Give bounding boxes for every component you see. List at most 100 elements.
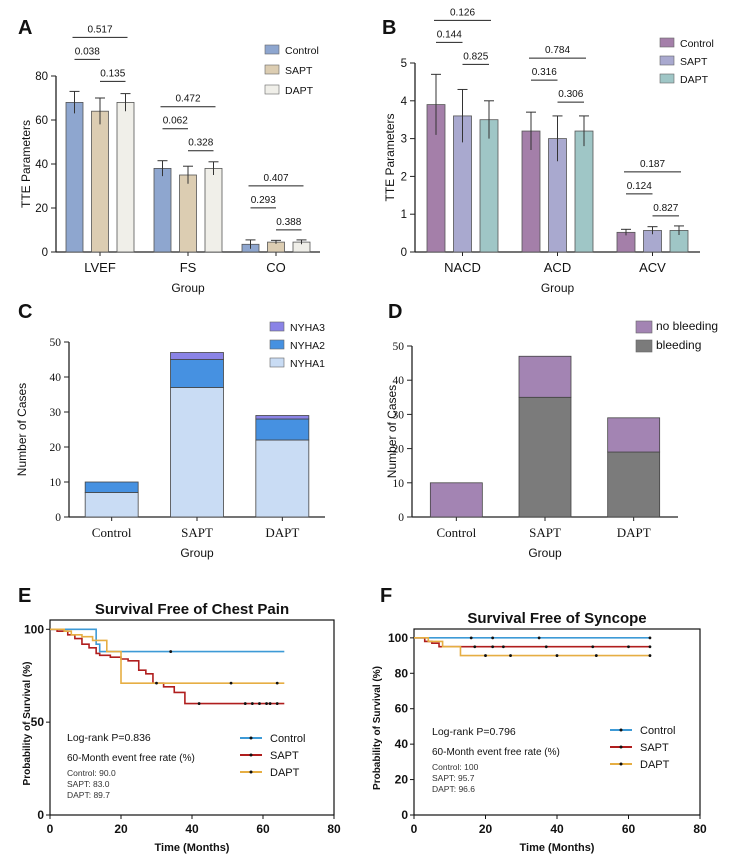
censor-mark xyxy=(265,702,268,705)
censor-mark xyxy=(594,654,598,657)
legend: no bleeding bleeding xyxy=(635,319,718,353)
bar-sapt xyxy=(91,110,109,253)
km-line-dapt xyxy=(50,628,285,684)
legend-swatch xyxy=(635,320,653,334)
legend-marker xyxy=(619,745,623,749)
censor-mark xyxy=(169,650,173,653)
legend-label: NYHA3 xyxy=(290,322,325,334)
legend: Control SAPT DAPT xyxy=(264,44,319,97)
p-value-label: 0.187 xyxy=(640,159,665,170)
bar-control xyxy=(65,102,84,253)
p-value-label: 0.062 xyxy=(163,116,188,127)
y-axis-title: Number of Cases xyxy=(385,385,399,478)
x-tick-label: 80 xyxy=(693,822,707,836)
y-tick-label: 0 xyxy=(55,512,61,524)
y-tick-label: 80 xyxy=(35,71,48,83)
legend-marker xyxy=(619,762,623,766)
y-tick-label: 0 xyxy=(398,512,404,524)
log-rank-label: Log-rank P=0.796 xyxy=(432,726,516,738)
p-value-label: 0.388 xyxy=(276,217,301,228)
p-value-label: 0.472 xyxy=(175,94,200,105)
y-tick-label: 0 xyxy=(401,808,408,822)
x-tick-label: ACV xyxy=(639,260,666,275)
x-tick-label: 0 xyxy=(411,822,418,836)
y-tick-label: 30 xyxy=(393,409,405,421)
y-tick-label: 30 xyxy=(50,407,62,419)
censor-mark xyxy=(491,636,495,640)
legend-swatch xyxy=(659,55,675,66)
censor-mark xyxy=(544,645,548,649)
p-value-label: 0.124 xyxy=(627,181,652,192)
p-value-label: 0.825 xyxy=(463,51,488,62)
censor-mark xyxy=(627,645,630,649)
event-rate-value: SAPT: 95.7 xyxy=(432,773,475,783)
y-tick-label: 10 xyxy=(50,477,62,489)
y-tick-label: 80 xyxy=(395,666,409,680)
bar-nyha3 xyxy=(255,415,310,420)
bar-no-bleeding xyxy=(518,355,572,398)
legend-label: SAPT xyxy=(270,750,299,762)
legend: NYHA3 NYHA2 NYHA1 xyxy=(269,321,325,370)
y-tick-label: 50 xyxy=(31,715,45,729)
event-rate-value: DAPT: 89.7 xyxy=(67,790,110,800)
censor-mark xyxy=(509,654,512,657)
bar-control xyxy=(153,167,172,253)
p-value-label: 0.126 xyxy=(450,7,475,18)
censor-mark xyxy=(275,702,279,705)
legend-label: DAPT xyxy=(270,767,300,779)
y-tick-label: 0 xyxy=(37,808,44,822)
x-axis-title: Group xyxy=(171,281,205,295)
p-value-label: 0.407 xyxy=(263,173,288,184)
bar-nyha2 xyxy=(255,418,310,441)
legend-marker xyxy=(249,770,253,774)
p-value-label: 0.135 xyxy=(100,68,125,79)
bar-nyha2 xyxy=(170,359,224,388)
event-rate-title: 60-Month event free rate (%) xyxy=(432,747,560,758)
legend-marker xyxy=(249,736,253,740)
legend-swatch xyxy=(635,339,653,353)
bar-nyha3 xyxy=(170,352,224,360)
y-tick-label: 60 xyxy=(35,115,48,127)
p-value-label: 0.517 xyxy=(87,24,112,35)
x-tick-label: DAPT xyxy=(265,525,299,540)
chart-title: Survival Free of Syncope xyxy=(467,610,646,627)
bar-nyha1 xyxy=(84,492,139,518)
chart-title: Survival Free of Chest Pain xyxy=(95,601,289,618)
x-tick-label: NACD xyxy=(444,260,481,275)
legend-label: Control xyxy=(270,733,305,745)
censor-mark xyxy=(491,645,495,649)
panel-D: D 0 10 20 30 40 50 Control SAPT DAPT Group Number o… xyxy=(385,301,718,560)
p-value-label: 0.293 xyxy=(251,195,276,206)
y-axis-title: Probability of Survival (%) xyxy=(22,662,33,786)
km-line-sapt xyxy=(50,628,285,705)
y-tick-label: 40 xyxy=(35,159,48,171)
x-tick-label: FS xyxy=(180,260,197,275)
censor-mark xyxy=(243,702,247,705)
bar-nyha2 xyxy=(84,481,139,493)
legend-swatch xyxy=(659,37,675,48)
panel-E: E Survival Free of Chest Pain 0 50 100 0 20 40 6… xyxy=(18,585,341,854)
x-tick-label: DAPT xyxy=(617,525,651,540)
censor-mark xyxy=(258,702,261,705)
y-tick-label: 40 xyxy=(50,372,62,384)
x-tick-label: 80 xyxy=(327,822,341,836)
bar-no-bleeding xyxy=(429,482,483,518)
p-value-label: 0.328 xyxy=(188,138,213,149)
censor-mark xyxy=(469,636,473,640)
panel-label: B xyxy=(382,17,396,39)
legend-swatch xyxy=(264,84,280,95)
legend: Control SAPT DAPT xyxy=(659,37,714,86)
x-tick-label: 60 xyxy=(622,822,636,836)
y-tick-label: 50 xyxy=(393,341,405,353)
y-tick-label: 0 xyxy=(42,247,48,259)
x-tick-label: 0 xyxy=(47,822,54,836)
x-tick-label: Control xyxy=(92,525,132,540)
y-tick-label: 5 xyxy=(401,58,407,70)
censor-mark xyxy=(268,702,272,705)
x-tick-label: 40 xyxy=(185,822,199,836)
x-tick-label: Control xyxy=(436,525,476,540)
p-value-label: 0.038 xyxy=(75,46,100,57)
km-line-control xyxy=(50,628,285,653)
legend-swatch xyxy=(269,321,285,332)
legend-label: NYHA2 xyxy=(290,340,325,352)
